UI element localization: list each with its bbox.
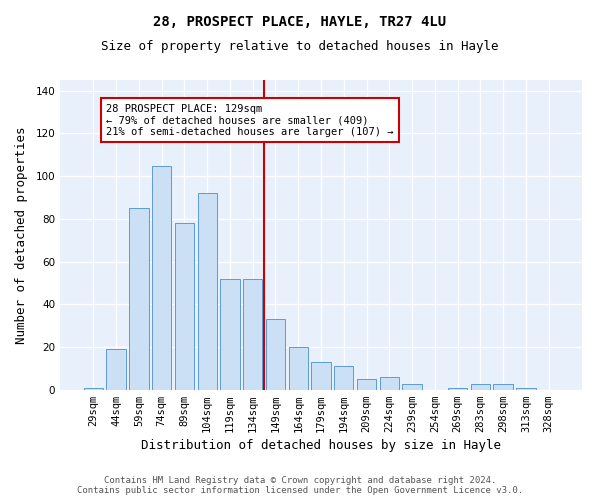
- Bar: [243, 279, 262, 390]
- Text: Contains HM Land Registry data © Crown copyright and database right 2024.: Contains HM Land Registry data © Crown c…: [104, 476, 496, 485]
- Bar: [152, 166, 172, 390]
- Text: 28, PROSPECT PLACE, HAYLE, TR27 4LU: 28, PROSPECT PLACE, HAYLE, TR27 4LU: [154, 15, 446, 29]
- Bar: [448, 388, 467, 390]
- Bar: [266, 320, 285, 390]
- Bar: [175, 223, 194, 390]
- Bar: [403, 384, 422, 390]
- X-axis label: Distribution of detached houses by size in Hayle: Distribution of detached houses by size …: [141, 440, 501, 452]
- Bar: [357, 380, 376, 390]
- Y-axis label: Number of detached properties: Number of detached properties: [16, 126, 28, 344]
- Bar: [516, 388, 536, 390]
- Bar: [311, 362, 331, 390]
- Bar: [106, 350, 126, 390]
- Bar: [493, 384, 513, 390]
- Bar: [470, 384, 490, 390]
- Text: Contains public sector information licensed under the Open Government Licence v3: Contains public sector information licen…: [77, 486, 523, 495]
- Text: Size of property relative to detached houses in Hayle: Size of property relative to detached ho…: [101, 40, 499, 53]
- Bar: [220, 279, 239, 390]
- Bar: [84, 388, 103, 390]
- Bar: [129, 208, 149, 390]
- Bar: [197, 194, 217, 390]
- Text: 28 PROSPECT PLACE: 129sqm
← 79% of detached houses are smaller (409)
21% of semi: 28 PROSPECT PLACE: 129sqm ← 79% of detac…: [106, 104, 394, 136]
- Bar: [334, 366, 353, 390]
- Bar: [289, 347, 308, 390]
- Bar: [380, 377, 399, 390]
